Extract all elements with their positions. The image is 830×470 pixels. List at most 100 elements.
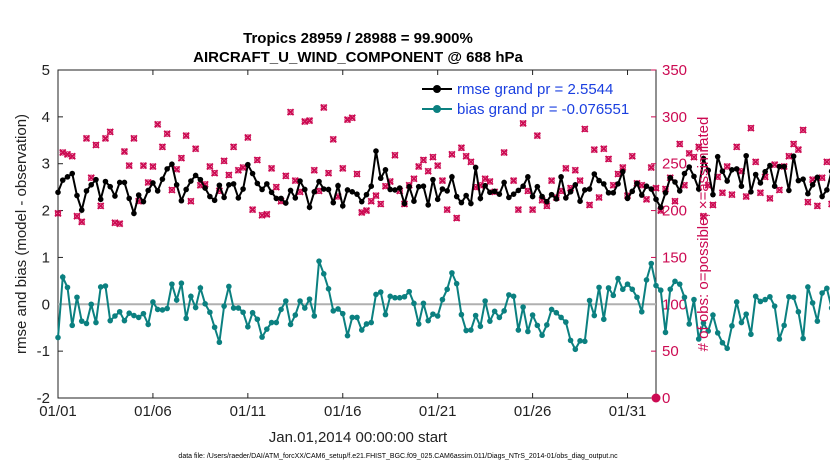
obs-assimilated-point	[547, 176, 556, 185]
bias-point	[339, 310, 346, 317]
bias-point	[159, 307, 166, 313]
obs-assimilated-point	[225, 171, 233, 179]
bias-point	[301, 305, 308, 311]
bias-point	[767, 293, 773, 300]
rmse-point	[824, 187, 830, 193]
rmse-point	[800, 176, 806, 182]
obs-assimilated-point	[59, 148, 67, 157]
obs-possible-point	[814, 202, 821, 209]
bias-point	[259, 334, 265, 340]
rmse-point	[93, 176, 99, 183]
obs-assimilated-point	[509, 176, 518, 185]
rmse-point	[221, 194, 227, 201]
obs-assimilated-point	[168, 186, 176, 194]
rmse-point	[283, 200, 289, 206]
rmse-point	[605, 189, 612, 196]
obs-possible-point	[140, 162, 147, 169]
bias-point	[188, 293, 194, 300]
bias-point	[311, 313, 318, 319]
rmse-point	[178, 197, 185, 204]
obs-possible-point	[420, 156, 427, 164]
bias-point	[577, 338, 583, 344]
obs-possible-point	[643, 196, 650, 203]
x-tick-label: 01/06	[134, 403, 172, 420]
rmse-point	[748, 189, 754, 195]
obs-possible-point	[225, 171, 232, 179]
obs-possible-point	[515, 206, 522, 213]
obs-possible-point	[88, 174, 95, 181]
bias-point	[74, 294, 80, 301]
obs-assimilated-point	[794, 146, 803, 154]
obs-assimilated-point	[73, 212, 81, 220]
bias-point	[396, 294, 403, 301]
rmse-point	[463, 192, 469, 199]
obs-assimilated-point	[139, 161, 148, 170]
rmse-point	[78, 207, 85, 213]
obs-assimilated-point	[486, 177, 494, 186]
obs-assimilated-point	[813, 202, 822, 210]
bias-point	[814, 318, 821, 324]
obs-assimilated-point	[676, 140, 684, 148]
bias-point	[510, 293, 517, 300]
bias-point	[415, 321, 422, 327]
rmse-point	[207, 193, 213, 200]
obs-assimilated-point	[116, 220, 124, 228]
bias-point	[719, 339, 726, 346]
rmse-point	[202, 185, 208, 191]
bias-point	[169, 281, 175, 287]
rmse-point	[814, 174, 821, 181]
obs-possible-point	[325, 169, 332, 177]
obs-assimilated-point	[457, 144, 466, 152]
obs-assimilated-point	[699, 212, 708, 220]
obs-assimilated-point	[353, 170, 361, 178]
bias-point	[501, 308, 507, 314]
rmse-point	[520, 183, 526, 190]
bias-point	[657, 287, 664, 294]
obs-assimilated-point	[785, 152, 793, 160]
obs-possible-point	[339, 165, 346, 172]
obs-assimilated-point	[604, 155, 613, 163]
obs-assimilated-point	[728, 191, 736, 199]
bias-point	[795, 308, 802, 315]
obs-possible-point	[178, 154, 185, 162]
bias-point	[491, 308, 498, 315]
obs-possible-point	[529, 206, 536, 213]
obs-assimilated-point	[500, 148, 508, 157]
bias-point	[738, 319, 745, 326]
obs-possible-point	[576, 177, 584, 184]
y-tick-label: 5	[42, 62, 50, 79]
bias-point	[458, 311, 465, 318]
obs-possible-point	[520, 120, 527, 127]
rmse-point	[553, 196, 560, 202]
bias-point	[297, 298, 303, 304]
obs-possible-point	[206, 163, 213, 170]
bias-point	[776, 336, 783, 342]
bias-point	[373, 291, 379, 298]
rmse-point	[434, 196, 441, 203]
rmse-point	[292, 195, 299, 201]
rmse-point	[506, 194, 512, 201]
rmse-point	[458, 199, 465, 206]
bias-point	[363, 321, 370, 327]
obs-possible-point	[453, 214, 460, 222]
bias-point	[695, 336, 702, 342]
plot-frame	[57, 69, 657, 399]
obs-assimilated-point	[514, 205, 523, 214]
obs-possible-point	[686, 150, 693, 157]
rmse-point	[781, 163, 787, 170]
obs-assimilated-point	[519, 119, 527, 128]
rmse-point	[510, 191, 517, 197]
bias-point	[216, 339, 223, 346]
x-tick-label: 01/16	[324, 403, 362, 420]
bias-point	[529, 312, 536, 318]
obs-possible-point	[605, 155, 612, 163]
rmse-point	[819, 193, 825, 200]
y-tick-label: 2	[42, 203, 50, 220]
bias-point	[619, 286, 626, 293]
rmse-point	[619, 168, 626, 175]
bias-point	[221, 303, 227, 309]
obs-assimilated-point	[68, 152, 76, 160]
bias-point	[444, 286, 450, 293]
rmse-point	[216, 182, 223, 189]
